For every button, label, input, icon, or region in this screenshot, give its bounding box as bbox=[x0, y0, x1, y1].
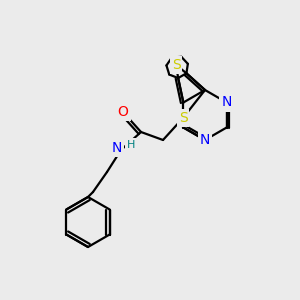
Text: S: S bbox=[178, 111, 188, 125]
Text: N: N bbox=[112, 141, 122, 155]
Text: N: N bbox=[200, 133, 210, 147]
Text: O: O bbox=[118, 105, 128, 119]
Text: N: N bbox=[221, 95, 232, 110]
Text: S: S bbox=[172, 58, 180, 72]
Text: H: H bbox=[127, 140, 135, 150]
